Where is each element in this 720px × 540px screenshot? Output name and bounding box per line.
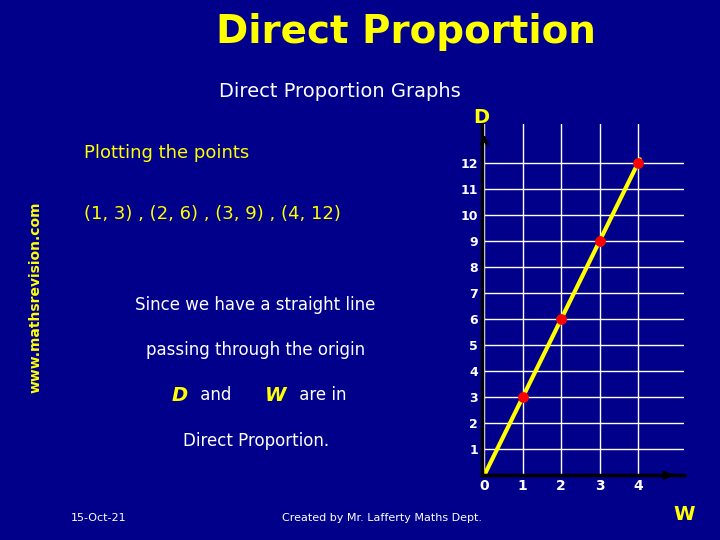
Text: passing through the origin: passing through the origin	[146, 341, 365, 359]
Text: D: D	[171, 386, 188, 405]
Text: Direct Proportion Graphs: Direct Proportion Graphs	[219, 82, 461, 102]
Text: (1, 3) , (2, 6) , (3, 9) , (4, 12): (1, 3) , (2, 6) , (3, 9) , (4, 12)	[84, 205, 341, 223]
Text: Plotting the points: Plotting the points	[84, 144, 249, 163]
Text: Direct Proportion.: Direct Proportion.	[183, 431, 328, 450]
Text: 15-Oct-21: 15-Oct-21	[71, 514, 127, 523]
Point	[517, 393, 528, 402]
Text: Direct Proportion: Direct Proportion	[215, 14, 595, 51]
Text: and: and	[194, 386, 236, 404]
Text: W: W	[265, 386, 287, 405]
Text: www.mathsrevision.com: www.mathsrevision.com	[29, 201, 42, 393]
Point	[594, 237, 606, 246]
Text: Created by Mr. Lafferty Maths Dept.: Created by Mr. Lafferty Maths Dept.	[282, 514, 482, 523]
Text: W: W	[673, 505, 695, 524]
Point	[632, 159, 644, 167]
Text: Since we have a straight line: Since we have a straight line	[135, 295, 376, 314]
Text: are in: are in	[294, 386, 346, 404]
Text: D: D	[473, 108, 490, 127]
Point	[555, 315, 567, 323]
